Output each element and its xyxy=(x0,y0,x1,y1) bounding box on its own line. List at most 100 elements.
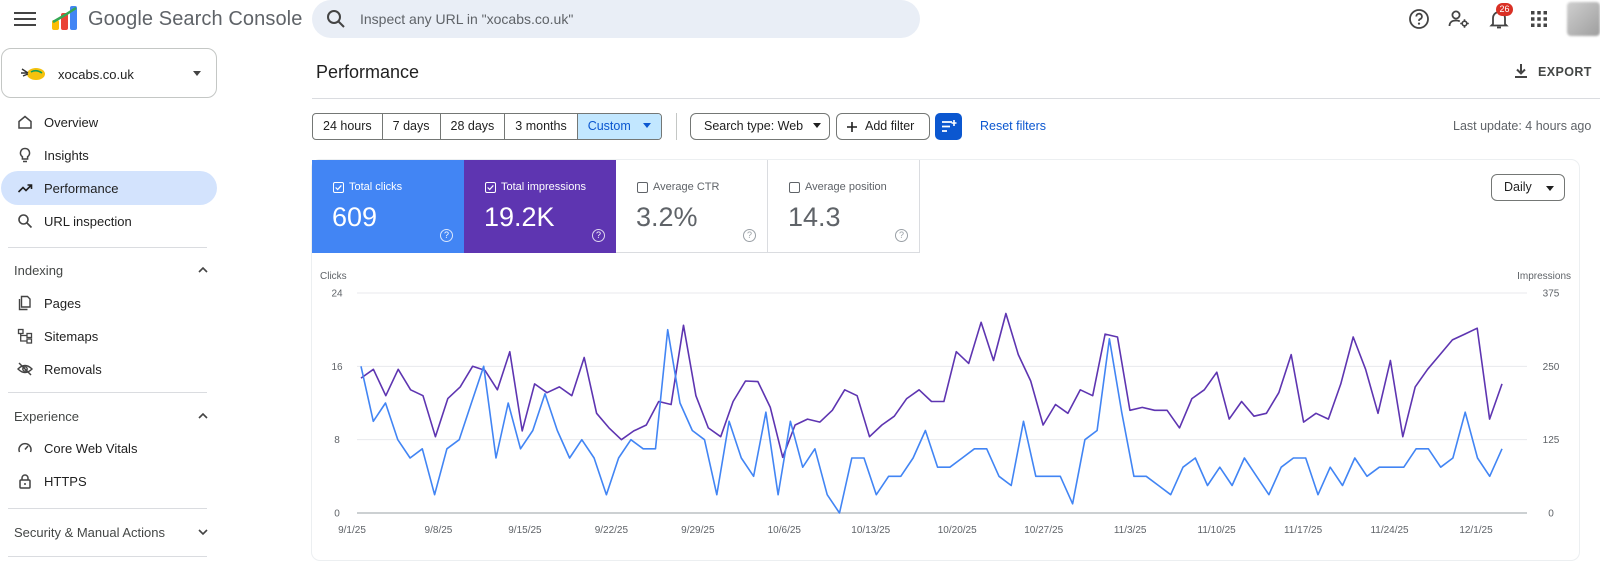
help-icon[interactable]: ? xyxy=(895,229,908,242)
account-avatar[interactable] xyxy=(1567,2,1600,36)
range-custom[interactable]: Custom xyxy=(577,114,661,139)
help-icon[interactable] xyxy=(1408,8,1430,30)
download-icon xyxy=(1515,64,1527,78)
sidebar-item-label: Performance xyxy=(44,181,119,196)
sidebar-item-label: Sitemaps xyxy=(44,329,99,344)
chevron-down-icon xyxy=(813,123,822,128)
trending-up-icon xyxy=(17,184,33,193)
search-console-logo[interactable] xyxy=(51,5,79,31)
sidebar-item-label: Insights xyxy=(44,148,89,163)
checkbox-unchecked-icon xyxy=(637,182,648,193)
sidebar-item-insights[interactable]: Insights xyxy=(1,138,217,172)
x-axis-tick-label: 11/24/25 xyxy=(1370,525,1409,536)
filter-settings-button[interactable] xyxy=(935,113,962,140)
reset-filters-link[interactable]: Reset filters xyxy=(980,119,1046,133)
export-label: EXPORT xyxy=(1538,65,1592,79)
help-icon[interactable]: ? xyxy=(440,229,453,242)
sidebar-divider xyxy=(8,556,207,557)
section-title: Security & Manual Actions xyxy=(14,525,166,540)
chevron-up-icon xyxy=(198,266,208,273)
right-axis-tick-label: 375 xyxy=(1543,289,1560,300)
metric-label: Average CTR xyxy=(653,181,720,193)
x-axis-tick-label: 9/1/25 xyxy=(338,525,366,536)
performance-chart: 24 16 8 0 375 250 125 0 Clicks Impressions 9/1/25 9… xyxy=(320,271,1571,536)
metric-total-impressions[interactable]: Total impressions 19.2K ? xyxy=(464,160,616,253)
page-title: Performance xyxy=(316,62,420,82)
x-axis-tick-label: 10/13/25 xyxy=(851,525,890,536)
x-axis-tick-label: 11/10/25 xyxy=(1198,525,1237,536)
left-axis-tick-label: 16 xyxy=(331,362,343,373)
sidebar-section-security[interactable]: Security & Manual Actions xyxy=(14,524,209,544)
range-7-days[interactable]: 7 days xyxy=(383,114,441,139)
sidebar-divider xyxy=(8,247,207,248)
property-selector[interactable]: xocabs.co.uk xyxy=(1,48,217,98)
notification-count-badge: 26 xyxy=(1496,3,1513,16)
pages-icon xyxy=(18,295,31,311)
x-axis-tick-label: 10/27/25 xyxy=(1024,525,1063,536)
sidebar-item-pages[interactable]: Pages xyxy=(1,286,217,320)
x-axis-tick-label: 10/6/25 xyxy=(768,525,802,536)
help-icon[interactable]: ? xyxy=(592,229,605,242)
sidebar-item-overview[interactable]: Overview xyxy=(1,105,217,139)
search-icon xyxy=(18,214,33,229)
manage-users-icon[interactable] xyxy=(1448,8,1470,30)
x-axis-tick-label: 10/20/25 xyxy=(938,525,977,536)
sidebar-item-label: Overview xyxy=(44,115,99,130)
metric-average-ctr[interactable]: Average CTR 3.2% ? xyxy=(616,160,768,253)
sidebar-section-experience[interactable]: Experience xyxy=(14,408,209,428)
sidebar-item-label: Removals xyxy=(44,362,102,377)
sidebar-divider xyxy=(8,508,207,509)
property-favicon-icon xyxy=(21,68,45,80)
filter-separator xyxy=(676,113,677,140)
metric-total-clicks[interactable]: Total clicks 609 ? xyxy=(312,160,464,253)
sidebar-item-label: URL inspection xyxy=(44,214,132,229)
search-icon xyxy=(327,10,345,28)
granularity-dropdown[interactable]: Daily xyxy=(1491,174,1565,201)
impressions-series-line xyxy=(360,312,1503,459)
main-menu-icon[interactable] xyxy=(14,8,36,28)
checkbox-checked-icon xyxy=(485,182,496,193)
x-axis-tick-label: 11/3/25 xyxy=(1114,525,1147,536)
metric-value: 609 xyxy=(332,202,378,232)
range-28-days[interactable]: 28 days xyxy=(441,114,506,139)
property-name: xocabs.co.uk xyxy=(58,67,134,82)
chevron-down-icon xyxy=(1546,186,1554,191)
metric-label: Total impressions xyxy=(501,181,586,193)
x-axis-tick-label: 9/22/25 xyxy=(595,525,629,536)
checkbox-checked-icon xyxy=(333,182,344,193)
search-type-filter[interactable]: Search type: Web xyxy=(690,113,830,140)
help-icon[interactable]: ? xyxy=(743,229,756,242)
url-inspect-input[interactable] xyxy=(360,0,900,38)
sidebar-item-performance[interactable]: Performance xyxy=(1,171,217,205)
left-axis-title: Clicks xyxy=(320,271,347,282)
checkbox-unchecked-icon xyxy=(789,182,800,193)
sidebar-item-removals[interactable]: Removals xyxy=(1,352,217,386)
sidebar-item-url-inspection[interactable]: URL inspection xyxy=(1,204,217,238)
sidebar-item-core-web-vitals[interactable]: Core Web Vitals xyxy=(1,431,217,465)
range-custom-label: Custom xyxy=(587,119,631,133)
filter-list-icon xyxy=(942,120,957,132)
sidebar-item-sitemaps[interactable]: Sitemaps xyxy=(1,319,217,353)
url-inspect-search[interactable] xyxy=(312,0,920,38)
sidebar-section-indexing[interactable]: Indexing xyxy=(14,262,209,282)
sidebar-item-label: Core Web Vitals xyxy=(44,441,138,456)
range-3-months[interactable]: 3 months xyxy=(505,114,578,139)
eye-off-icon xyxy=(17,362,33,376)
add-filter-button[interactable]: Add filter xyxy=(836,113,930,140)
lock-icon xyxy=(19,474,31,489)
left-axis-tick-label: 0 xyxy=(334,509,340,520)
metric-average-position[interactable]: Average position 14.3 ? xyxy=(768,160,920,253)
plus-icon xyxy=(847,122,857,132)
sidebar-item-https[interactable]: HTTPS xyxy=(1,464,217,498)
gauge-icon xyxy=(18,442,32,453)
sidebar-divider xyxy=(8,392,207,393)
range-24-hours[interactable]: 24 hours xyxy=(313,114,383,139)
metric-value: 19.2K xyxy=(484,202,555,232)
section-title: Indexing xyxy=(14,263,64,278)
apps-grid-icon[interactable] xyxy=(1528,8,1550,30)
left-axis-tick-label: 8 xyxy=(334,435,340,446)
x-axis-tick-label: 9/29/25 xyxy=(681,525,715,536)
chevron-down-icon xyxy=(198,529,208,536)
granularity-label: Daily xyxy=(1504,180,1532,194)
x-axis-tick-label: 9/8/25 xyxy=(425,525,453,536)
